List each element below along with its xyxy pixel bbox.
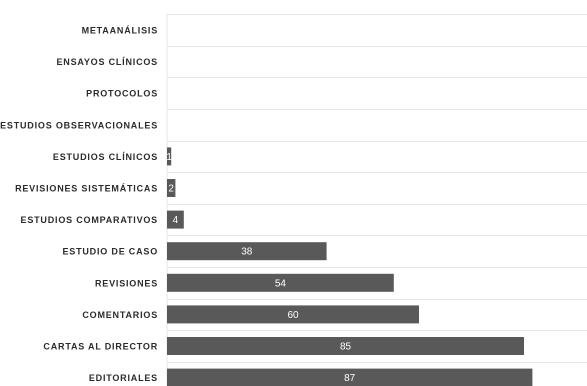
category-label: ESTUDIOS COMPARATIVOS (21, 215, 158, 225)
category-label: REVISIONES (95, 278, 158, 288)
bar (167, 179, 176, 197)
data-label: 85 (340, 342, 352, 353)
bar (167, 368, 533, 386)
category-label: ENSAYOS CLÍNICOS (57, 57, 159, 67)
bar (167, 273, 394, 292)
category-label: CARTAS AL DIRECTOR (43, 342, 158, 352)
data-label: 54 (275, 278, 287, 289)
category-label: PROTOCOLOS (86, 89, 158, 99)
bar (167, 305, 419, 324)
category-label: METAANÁLISIS (82, 26, 158, 36)
category-label: ESTUDIOS CLÍNICOS (53, 152, 158, 162)
grid-layer (166, 14, 587, 386)
data-label: 87 (344, 373, 356, 384)
data-label: 1 (166, 152, 172, 163)
data-label: 38 (241, 247, 253, 258)
category-label: COMENTARIOS (82, 310, 158, 320)
category-label: ESTUDIOS OBSERVACIONALES (0, 120, 158, 130)
category-label-layer: METAANÁLISIS ENSAYOS CLÍNICOS PROTOCOLOS ES… (0, 26, 159, 384)
bar (167, 147, 172, 166)
bar (167, 337, 524, 355)
bar-layer (167, 147, 533, 386)
category-label: ESTUDIO DE CASO (62, 247, 158, 257)
bar (167, 242, 327, 261)
data-label: 2 (168, 184, 174, 195)
data-label: 4 (173, 215, 179, 226)
data-label: 60 (287, 310, 299, 321)
category-label: EDITORIALES (89, 373, 158, 383)
category-label: REVISIONES SISTEMÁTICAS (15, 184, 158, 194)
bar (167, 210, 184, 229)
value-label-layer: 1 2 4 38 54 60 85 87 (166, 152, 355, 384)
